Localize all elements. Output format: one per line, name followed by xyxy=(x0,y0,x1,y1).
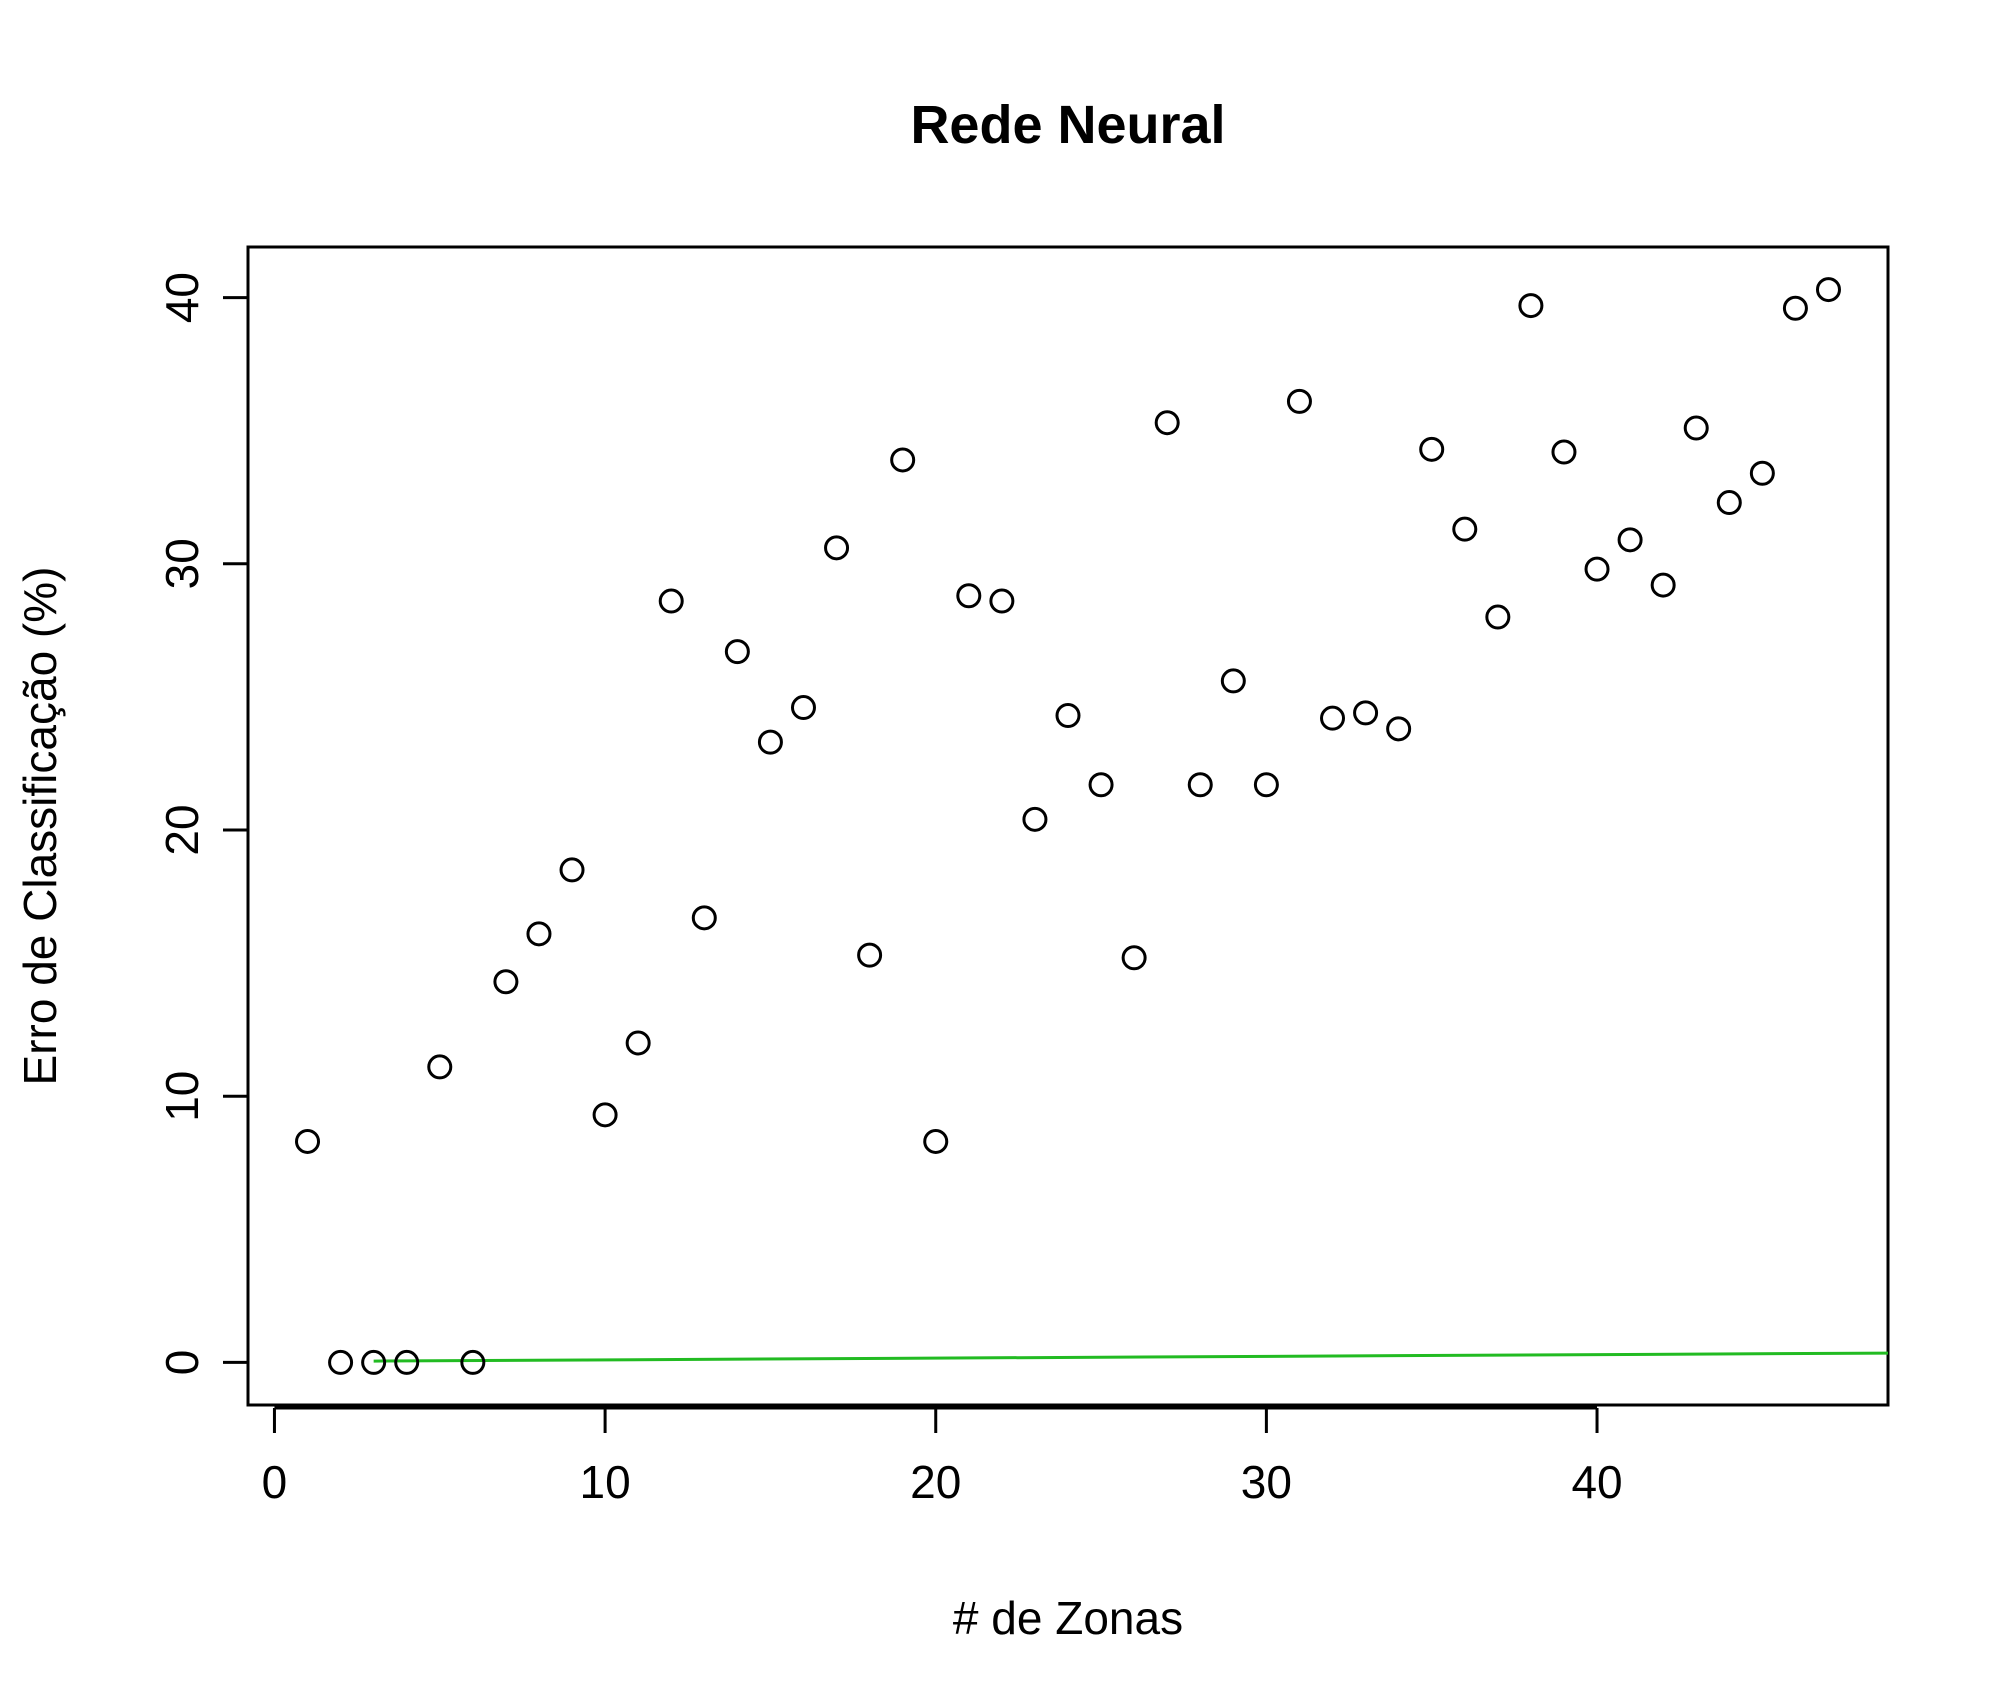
x-tick-label: 10 xyxy=(580,1456,631,1508)
y-tick-label: 10 xyxy=(156,1071,208,1122)
data-point xyxy=(625,1030,651,1056)
data-point xyxy=(1121,945,1147,971)
y-tick-label: 40 xyxy=(156,272,208,323)
data-point xyxy=(394,1349,420,1375)
data-point xyxy=(724,639,750,665)
y-tick-label: 20 xyxy=(156,804,208,855)
data-point xyxy=(1452,516,1478,542)
data-point xyxy=(559,857,585,883)
data-point xyxy=(1220,668,1246,694)
x-tick-label: 30 xyxy=(1241,1456,1292,1508)
data-point xyxy=(295,1128,321,1154)
data-point xyxy=(790,695,816,721)
data-point xyxy=(1518,293,1544,319)
data-point xyxy=(923,1128,949,1154)
chart-title: Rede Neural xyxy=(910,95,1225,155)
data-points xyxy=(295,277,1841,1375)
data-point xyxy=(1815,277,1841,303)
data-point xyxy=(1782,295,1808,321)
data-point xyxy=(1320,705,1346,731)
data-point xyxy=(890,447,916,473)
data-point xyxy=(691,905,717,931)
data-point xyxy=(1584,556,1610,582)
data-point xyxy=(956,583,982,609)
data-point xyxy=(328,1349,354,1375)
data-point xyxy=(824,535,850,561)
data-point xyxy=(1551,439,1577,465)
x-tick-label: 20 xyxy=(910,1456,961,1508)
data-point xyxy=(460,1349,486,1375)
trend-line xyxy=(373,1351,1889,1363)
data-point xyxy=(757,729,783,755)
data-point xyxy=(1055,703,1081,729)
x-axis-label: # de Zonas xyxy=(953,1592,1183,1644)
y-tick-label: 30 xyxy=(156,538,208,589)
data-point xyxy=(1419,436,1445,462)
data-point xyxy=(1022,806,1048,832)
data-point xyxy=(1683,415,1709,441)
y-tick-label: 0 xyxy=(156,1350,208,1376)
data-point xyxy=(1253,772,1279,798)
data-point xyxy=(1088,772,1114,798)
data-point xyxy=(361,1349,387,1375)
data-point xyxy=(427,1054,453,1080)
x-tick-label: 40 xyxy=(1571,1456,1622,1508)
data-point xyxy=(989,588,1015,614)
plot-frame xyxy=(246,245,1890,1407)
data-point xyxy=(1353,700,1379,726)
data-point xyxy=(592,1102,618,1128)
data-point xyxy=(1617,527,1643,553)
y-axis-label: Erro de Classificação (%) xyxy=(14,567,66,1086)
y-axis: 0 10 20 30 40 xyxy=(156,272,250,1376)
data-point xyxy=(1187,772,1213,798)
x-axis: 0 10 20 30 40 xyxy=(262,1406,1623,1508)
data-point xyxy=(1485,604,1511,630)
x-tick-label: 0 xyxy=(262,1456,288,1508)
data-point xyxy=(1154,410,1180,436)
data-point xyxy=(658,588,684,614)
data-point xyxy=(857,942,883,968)
data-point xyxy=(526,921,552,947)
data-point xyxy=(1650,572,1676,598)
data-point xyxy=(1386,716,1412,742)
trend-line-group xyxy=(373,1351,1889,1363)
data-point xyxy=(1716,490,1742,516)
data-point xyxy=(1749,460,1775,486)
data-point xyxy=(493,969,519,995)
data-point xyxy=(1286,388,1312,414)
